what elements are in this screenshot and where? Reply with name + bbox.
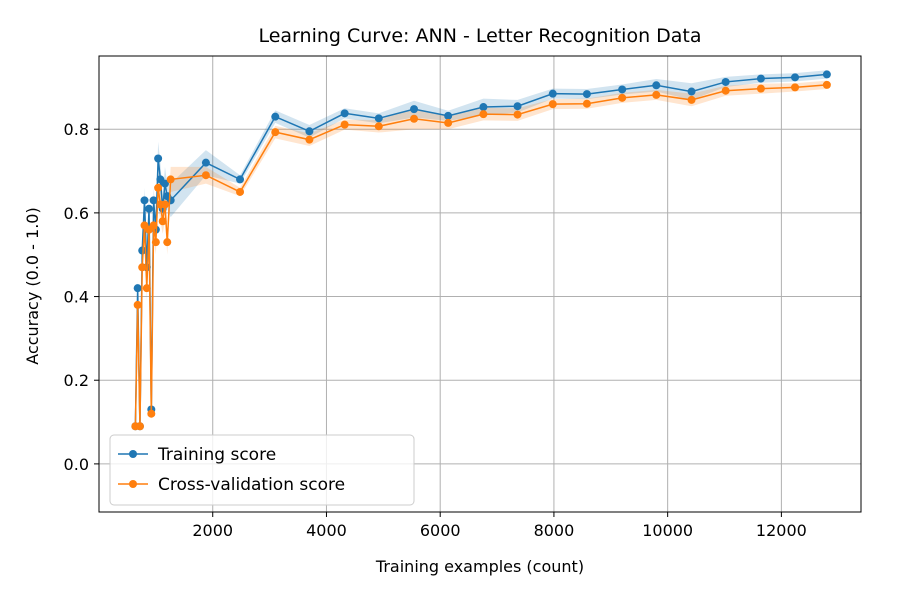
chart-title: Learning Curve: ANN - Letter Recognition… bbox=[258, 25, 701, 47]
data-point-training bbox=[479, 103, 488, 112]
data-point-cv bbox=[548, 100, 557, 109]
data-point-cv bbox=[271, 128, 280, 137]
data-point-cv bbox=[444, 118, 453, 127]
data-point-cv bbox=[652, 90, 661, 99]
y-tick-label: 0.8 bbox=[64, 120, 89, 139]
plot-frame bbox=[98, 55, 862, 513]
x-tick-label: 4000 bbox=[306, 521, 347, 540]
series-lines bbox=[131, 70, 831, 431]
data-point-cv bbox=[158, 217, 167, 226]
grid bbox=[99, 56, 861, 512]
data-point-training bbox=[138, 246, 147, 255]
data-point-cv bbox=[201, 171, 210, 180]
data-point-cv bbox=[410, 114, 419, 123]
data-point-training bbox=[513, 102, 522, 111]
y-tick-label: 0.2 bbox=[64, 371, 89, 390]
data-point-cv bbox=[721, 86, 730, 95]
data-point-training bbox=[236, 175, 245, 184]
data-point-training bbox=[791, 73, 800, 82]
legend-marker-cv bbox=[129, 480, 137, 488]
data-point-cv bbox=[618, 93, 627, 102]
data-point-cv bbox=[135, 422, 144, 431]
data-point-training bbox=[271, 112, 280, 121]
data-point-training bbox=[756, 74, 765, 83]
data-point-cv bbox=[163, 238, 172, 247]
data-point-cv bbox=[305, 135, 314, 144]
data-point-training bbox=[140, 196, 149, 205]
y-tick-label: 0.6 bbox=[64, 204, 89, 223]
data-point-cv bbox=[154, 183, 163, 192]
data-point-cv bbox=[791, 83, 800, 92]
data-point-training bbox=[374, 114, 383, 123]
data-point-cv bbox=[513, 110, 522, 119]
data-point-cv bbox=[236, 187, 245, 196]
data-point-cv bbox=[687, 95, 696, 104]
data-point-cv bbox=[166, 175, 175, 184]
data-point-cv bbox=[479, 110, 488, 119]
x-axis-label: Training examples (count) bbox=[375, 557, 584, 576]
data-point-cv bbox=[147, 409, 156, 418]
data-point-cv bbox=[822, 80, 831, 89]
data-point-training bbox=[201, 158, 210, 167]
y-tick-label: 0.0 bbox=[64, 455, 89, 474]
data-point-cv bbox=[582, 99, 591, 108]
data-point-training bbox=[582, 90, 591, 99]
data-point-training bbox=[410, 105, 419, 114]
y-tick-label: 0.4 bbox=[64, 288, 89, 307]
x-tick-label: 12000 bbox=[756, 521, 807, 540]
y-axis-label: Accuracy (0.0 - 1.0) bbox=[23, 207, 42, 364]
data-point-cv bbox=[374, 122, 383, 131]
x-tick-label: 8000 bbox=[534, 521, 575, 540]
data-point-training bbox=[160, 179, 169, 188]
axis-ticks: 2000 4000 6000 8000 10000 12000 0.0 0.2 0.4 0.6 0.… bbox=[64, 120, 807, 540]
data-point-cv bbox=[756, 84, 765, 93]
x-tick-label: 10000 bbox=[642, 521, 693, 540]
legend-label-training: Training score bbox=[157, 445, 276, 465]
data-point-training bbox=[154, 154, 163, 163]
data-point-cv bbox=[149, 221, 158, 230]
data-point-training bbox=[721, 77, 730, 86]
data-point-training bbox=[548, 89, 557, 98]
data-point-training bbox=[149, 196, 158, 205]
legend-marker-training bbox=[129, 450, 137, 458]
data-point-training bbox=[822, 70, 831, 79]
x-tick-label: 2000 bbox=[192, 521, 233, 540]
legend-box bbox=[109, 434, 415, 506]
legend-label-cv: Cross-validation score bbox=[158, 475, 345, 495]
data-point-training bbox=[166, 196, 175, 205]
data-point-training bbox=[618, 85, 627, 94]
data-point-training bbox=[687, 87, 696, 96]
data-point-training bbox=[340, 109, 349, 118]
data-point-training bbox=[305, 127, 314, 136]
data-point-training bbox=[145, 204, 154, 213]
data-point-cv bbox=[340, 120, 349, 129]
data-point-cv bbox=[151, 238, 160, 247]
data-point-training bbox=[133, 284, 142, 293]
data-point-cv bbox=[142, 284, 151, 293]
x-tick-label: 6000 bbox=[420, 521, 461, 540]
data-point-cv bbox=[138, 263, 147, 272]
data-point-cv bbox=[133, 300, 142, 309]
data-point-training bbox=[444, 111, 453, 120]
data-point-cv bbox=[160, 200, 169, 209]
legend: Training score Cross-validation score bbox=[109, 434, 415, 506]
data-point-training bbox=[652, 81, 661, 90]
